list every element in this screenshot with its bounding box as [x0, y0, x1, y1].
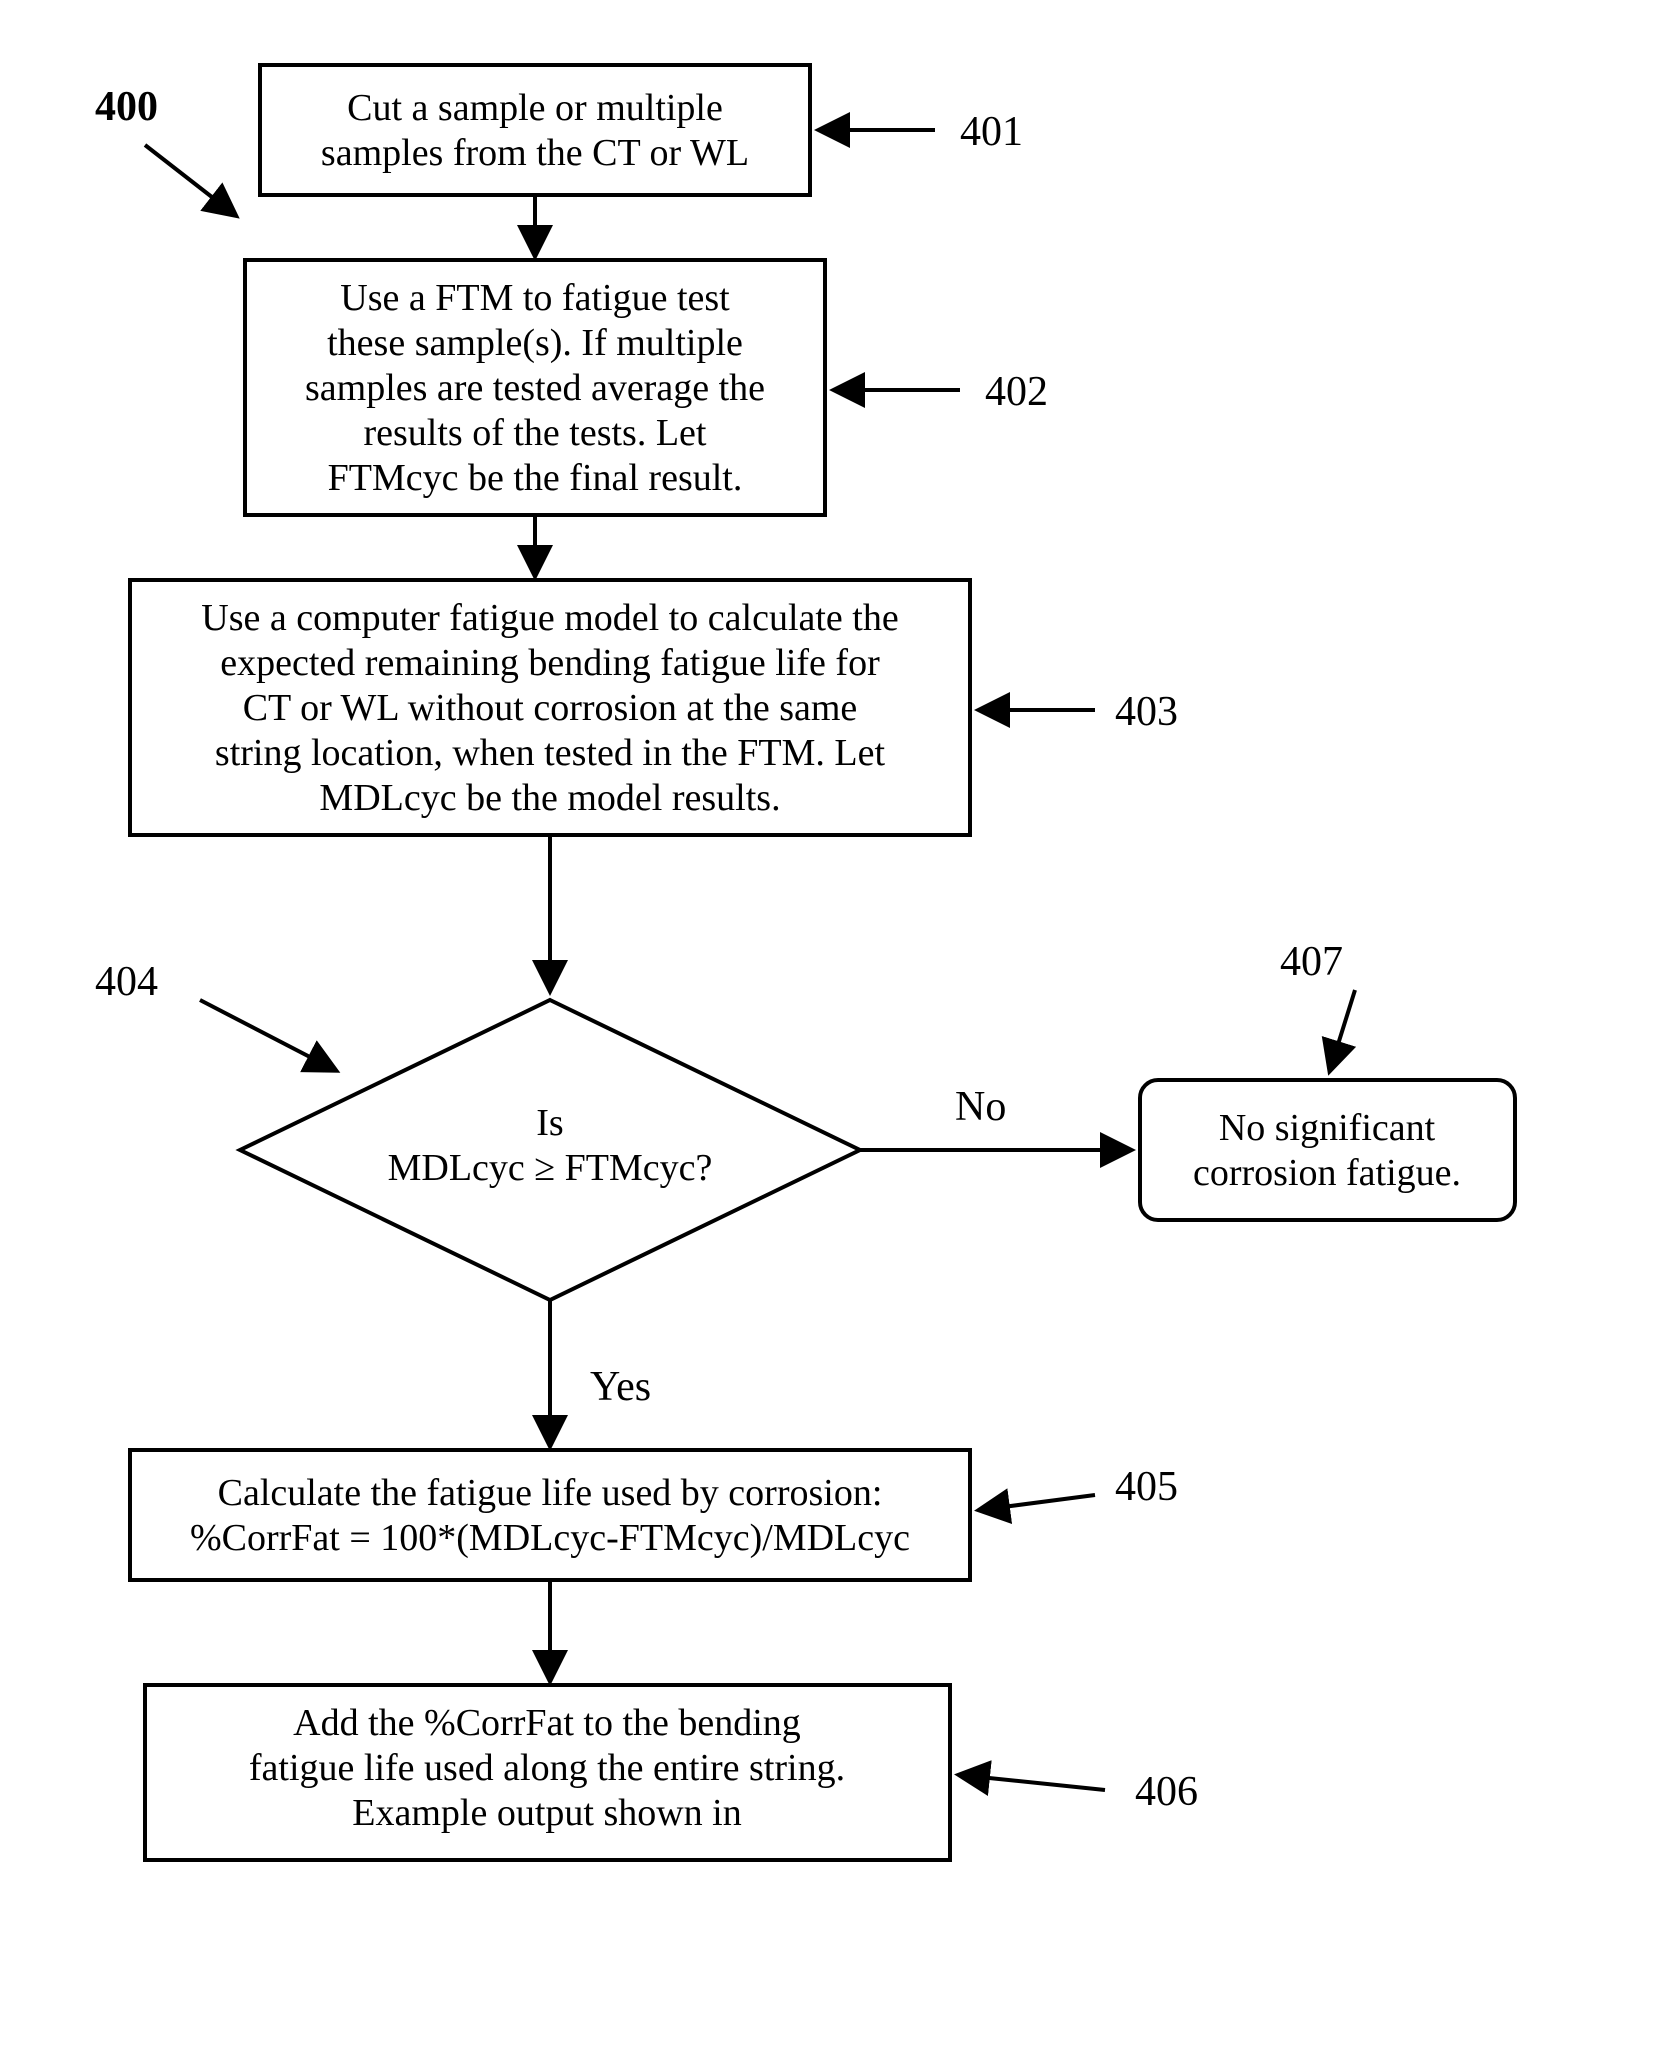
- node-405-line2: %CorrFat = 100*(MDLcyc-FTMcyc)/MDLcyc: [190, 1517, 910, 1559]
- node-404-line2: MDLcyc ≥ FTMcyc?: [388, 1147, 713, 1189]
- node-401-line2: samples from the CT or WL: [321, 132, 749, 174]
- node-405: [130, 1450, 970, 1580]
- node-403-line1: Use a computer fatigue model to calculat…: [201, 597, 898, 639]
- node-403-line4: string location, when tested in the FTM.…: [215, 732, 886, 774]
- node-402-line4: results of the tests. Let: [364, 412, 707, 454]
- node-406-line2: fatigue life used along the entire strin…: [249, 1747, 845, 1789]
- node-402-line5: FTMcyc be the final result.: [328, 457, 743, 499]
- node-403-line5: MDLcyc be the model results.: [319, 777, 780, 819]
- node-406-line3: Example output shown in: [352, 1792, 741, 1834]
- flowchart: 400 Cut a sample or multiple samples fro…: [0, 0, 1654, 2071]
- node-402-line2: these sample(s). If multiple: [327, 322, 743, 364]
- node-401: [260, 65, 810, 195]
- label-407: 407: [1280, 939, 1343, 985]
- node-407: [1140, 1080, 1515, 1220]
- node-403-line3: CT or WL without corrosion at the same: [243, 687, 858, 729]
- label-402: 402: [985, 369, 1048, 415]
- label-401: 401: [960, 109, 1023, 155]
- node-403-line2: expected remaining bending fatigue life …: [220, 642, 880, 684]
- node-402-line3: samples are tested average the: [305, 367, 765, 409]
- node-404-line1: Is: [536, 1102, 563, 1144]
- node-405-line1: Calculate the fatigue life used by corro…: [218, 1472, 883, 1514]
- node-407-line2: corrosion fatigue.: [1193, 1152, 1461, 1194]
- figure-label: 400: [95, 84, 158, 130]
- edge-yes-label: Yes: [590, 1364, 651, 1410]
- node-407-line1: No significant: [1219, 1107, 1436, 1149]
- node-406-line1: Add the %CorrFat to the bending: [293, 1702, 801, 1744]
- label-404: 404: [95, 959, 158, 1005]
- node-402-line1: Use a FTM to fatigue test: [340, 277, 730, 319]
- label-403: 403: [1115, 689, 1178, 735]
- label-405: 405: [1115, 1464, 1178, 1510]
- node-401-line1: Cut a sample or multiple: [347, 87, 723, 129]
- edge-no-label: No: [955, 1084, 1006, 1130]
- label-406: 406: [1135, 1769, 1198, 1815]
